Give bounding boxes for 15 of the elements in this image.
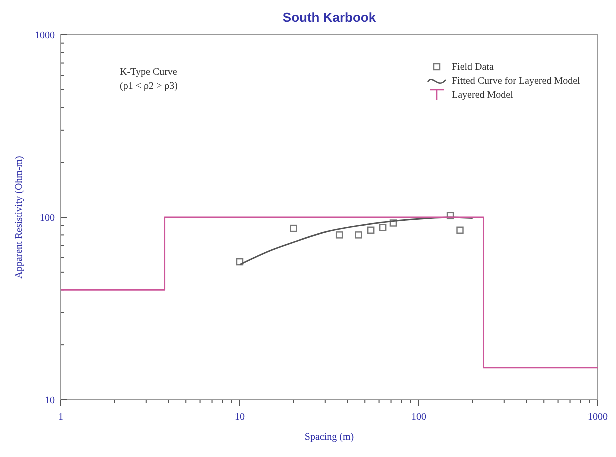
x-tick-label: 1 [58,412,64,423]
y-tick-label: 100 [40,213,55,224]
x-tick-label: 1000 [588,412,608,423]
annotation: K-Type Curve [120,67,178,78]
legend-label: Fitted Curve for Layered Model [452,76,581,87]
chart-title: South Karbook [282,10,377,25]
y-tick-label: 10 [45,396,55,406]
x-tick-label: 100 [412,412,426,423]
legend-label: Field Data [452,62,494,73]
legend-label: Layered Model [452,90,514,101]
y-tick-label: 1000 [35,30,55,42]
x-tick-label: 10 [235,412,245,423]
x-axis-title: Spacing (m) [304,432,354,443]
annotation: (ρ1 < ρ2 > ρ3) [120,81,178,92]
y-axis-title: Apparent Resistivity (Ohm-m) [14,156,25,279]
